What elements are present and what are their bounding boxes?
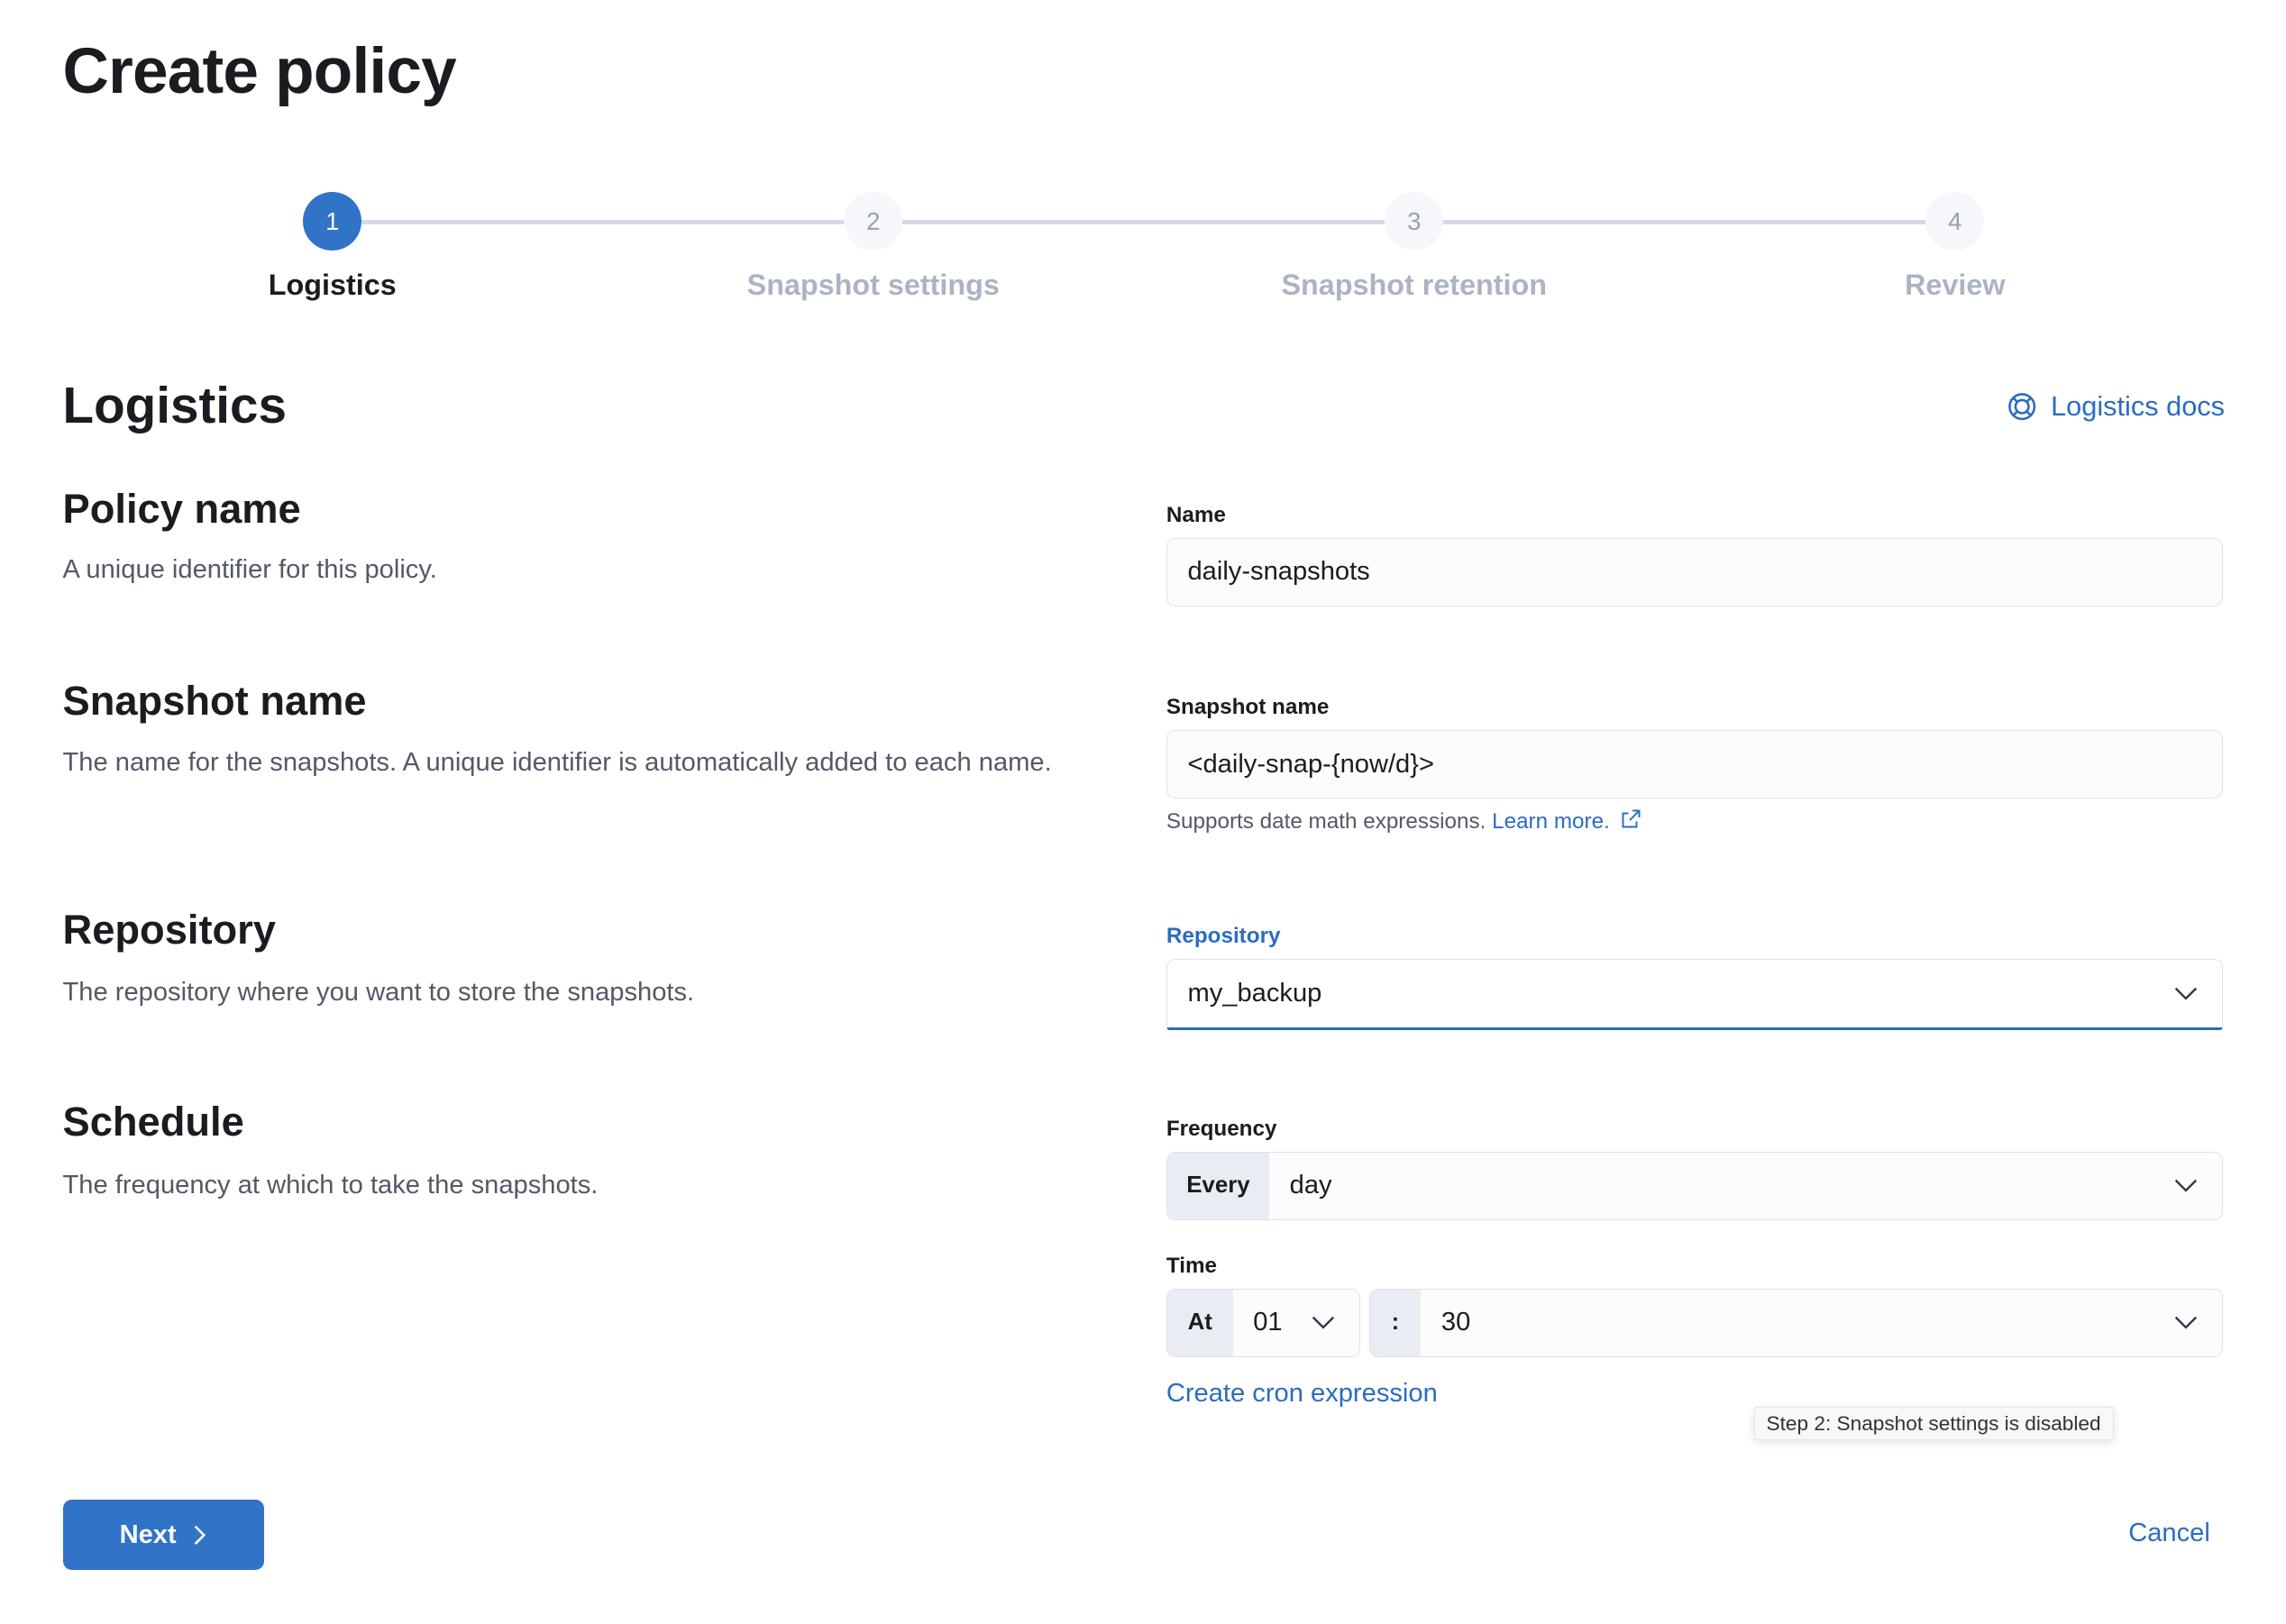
next-button[interactable]: Next (62, 1500, 264, 1570)
chevron-down-icon (2164, 987, 2223, 1001)
step-1-number[interactable]: 1 (303, 192, 362, 251)
step-4-number[interactable]: 4 (1925, 192, 1985, 251)
minute-select[interactable]: : 30 (1368, 1288, 2224, 1357)
step-4-label[interactable]: Review (1905, 268, 2006, 301)
next-label: Next (119, 1519, 177, 1549)
time-prepend: At (1166, 1289, 1233, 1356)
frequency-select[interactable]: Every day (1166, 1151, 2224, 1220)
snapshot-name-value: <daily-snap-{now/d}> (1187, 749, 1434, 779)
step-disabled-tooltip: Step 2: Snapshot settings is disabled (1753, 1406, 2114, 1441)
repository-select[interactable]: my_backup (1166, 959, 2224, 1031)
cancel-button[interactable]: Cancel (2128, 1519, 2210, 1548)
page-title: Create policy (62, 35, 457, 107)
chevron-right-icon (194, 1525, 206, 1545)
section-title: Logistics (62, 377, 287, 434)
snapshot-name-heading: Snapshot name (62, 678, 367, 725)
repository-value: my_backup (1187, 979, 1322, 1008)
help-text: Supports date math expressions. (1166, 808, 1486, 834)
time-separator: : (1369, 1289, 1422, 1356)
minute-value: 30 (1440, 1308, 1471, 1337)
external-link-icon (1622, 809, 1641, 828)
chevron-down-icon (1301, 1316, 1359, 1330)
step-connector (361, 220, 845, 225)
learn-more-link[interactable]: Learn more. (1492, 809, 1641, 834)
policy-name-heading: Policy name (62, 485, 301, 532)
repository-description: The repository where you want to store t… (62, 978, 695, 1008)
snapshot-name-input[interactable]: <daily-snap-{now/d}> (1166, 730, 2224, 799)
step-2-number[interactable]: 2 (844, 192, 903, 251)
snapshot-name-label: Snapshot name (1166, 695, 1330, 720)
policy-name-value: daily-snapshots (1187, 557, 1370, 587)
frequency-value: day (1289, 1171, 1332, 1200)
chevron-down-icon (2164, 1316, 2223, 1330)
step-2-label[interactable]: Snapshot settings (746, 268, 1000, 301)
step-3-label[interactable]: Snapshot retention (1281, 268, 1548, 301)
hour-select[interactable]: At 01 (1166, 1288, 1360, 1357)
step-connector (902, 220, 1385, 225)
hour-value: 01 (1253, 1308, 1283, 1337)
create-cron-expression-link[interactable]: Create cron expression (1166, 1378, 1438, 1408)
policy-name-description: A unique identifier for this policy. (62, 555, 437, 585)
chevron-down-icon (2164, 1179, 2223, 1193)
name-label: Name (1166, 502, 1226, 527)
schedule-description: The frequency at which to take the snaps… (62, 1170, 599, 1200)
policy-name-input[interactable]: daily-snapshots (1166, 537, 2224, 607)
repository-label: Repository (1166, 924, 1281, 949)
step-1-label[interactable]: Logistics (268, 268, 397, 301)
docs-link-label: Logistics docs (2051, 390, 2225, 423)
learn-more-label: Learn more. (1492, 808, 1610, 834)
logistics-docs-link[interactable]: Logistics docs (2007, 390, 2225, 423)
frequency-label: Frequency (1166, 1116, 1277, 1141)
repository-heading: Repository (62, 906, 276, 953)
step-3-number[interactable]: 3 (1385, 192, 1444, 251)
frequency-prepend: Every (1166, 1152, 1270, 1219)
lifebuoy-icon (2007, 393, 2035, 421)
schedule-heading: Schedule (62, 1099, 244, 1145)
step-connector (1443, 220, 1926, 225)
snapshot-name-description: The name for the snapshots. A unique ide… (62, 747, 1052, 777)
time-label: Time (1166, 1253, 1217, 1278)
snapshot-name-help: Supports date math expressions. Learn mo… (1166, 809, 1641, 835)
